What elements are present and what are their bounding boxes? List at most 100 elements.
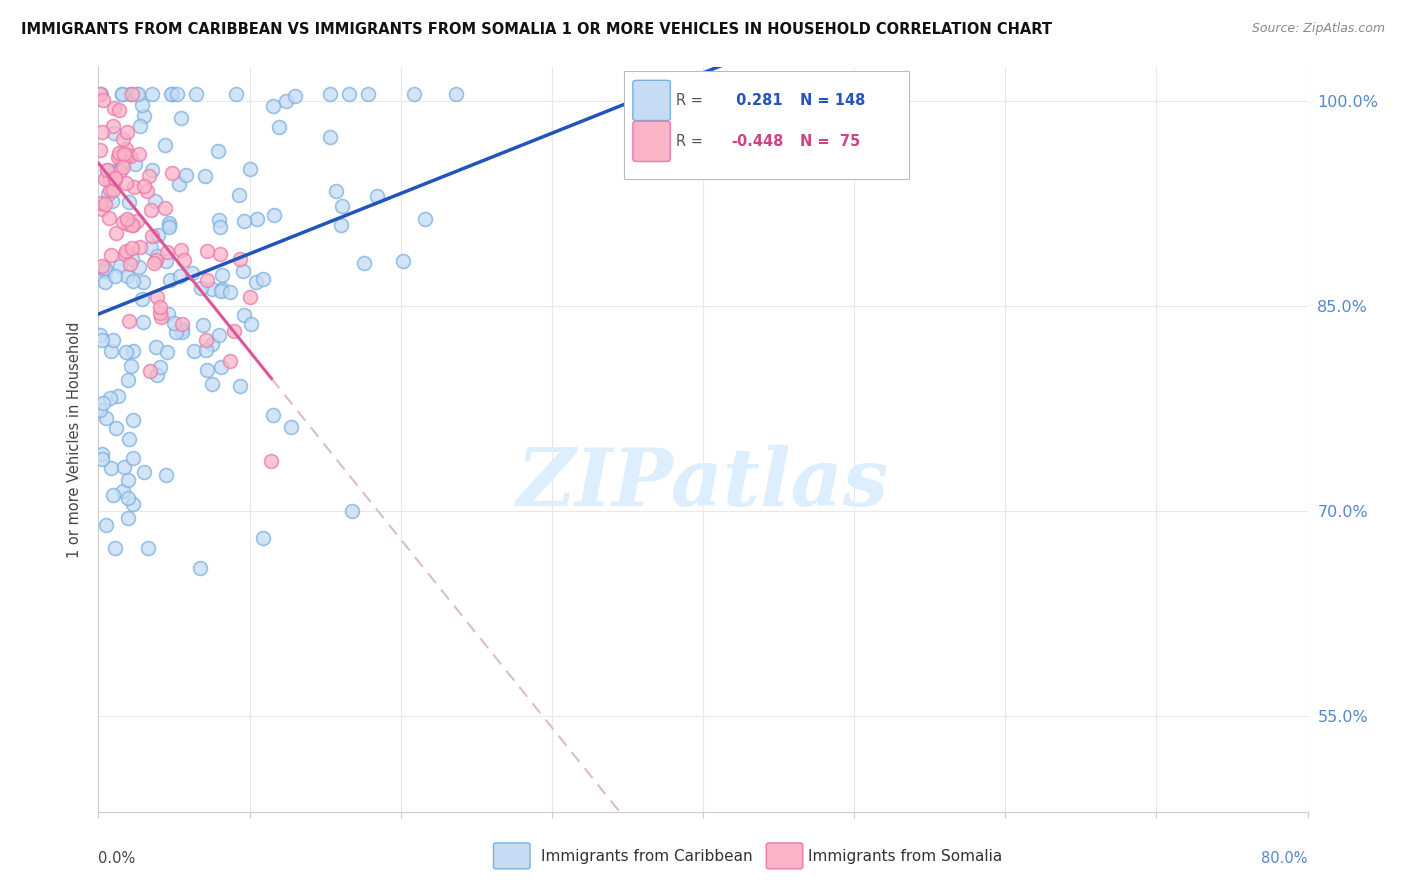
Point <box>115 148 138 162</box>
Point <box>246 212 269 227</box>
Point <box>391 254 413 268</box>
Point <box>413 211 436 226</box>
Point <box>156 344 179 359</box>
Point <box>117 373 139 387</box>
Point <box>124 157 146 171</box>
Point <box>112 460 135 475</box>
Point <box>132 109 155 123</box>
Point <box>128 147 150 161</box>
Point <box>183 343 205 358</box>
Text: Immigrants from Somalia: Immigrants from Somalia <box>808 849 1002 863</box>
Point <box>153 201 176 215</box>
Point <box>129 119 152 133</box>
Point <box>101 183 124 197</box>
Point <box>98 391 121 405</box>
Point <box>207 144 229 158</box>
Point <box>157 216 180 230</box>
Point <box>90 259 112 273</box>
Point <box>160 87 183 102</box>
Point <box>132 275 155 289</box>
Point <box>194 333 217 347</box>
Point <box>165 325 187 339</box>
Point <box>170 318 193 332</box>
Point <box>143 256 166 270</box>
Point <box>141 241 163 255</box>
Point <box>157 219 180 234</box>
Point <box>122 413 145 427</box>
Point <box>138 169 160 184</box>
Point <box>146 368 169 382</box>
Point <box>121 241 143 255</box>
Point <box>121 219 143 233</box>
Point <box>252 272 274 286</box>
Point <box>252 531 274 545</box>
Point <box>115 212 138 227</box>
Point <box>108 103 131 118</box>
Point <box>121 275 143 289</box>
FancyBboxPatch shape <box>624 70 908 178</box>
Point <box>188 561 211 575</box>
Point <box>209 359 232 374</box>
Point <box>219 354 242 368</box>
Point <box>90 87 112 102</box>
Point <box>330 219 353 233</box>
Point <box>118 256 141 270</box>
Text: R =: R = <box>676 93 707 108</box>
Point <box>111 87 134 102</box>
Point <box>145 340 167 354</box>
Point <box>89 143 111 157</box>
Point <box>120 359 142 373</box>
Point <box>160 87 183 102</box>
Point <box>194 169 217 183</box>
Point <box>129 240 152 254</box>
Point <box>117 125 139 139</box>
Point <box>117 510 139 524</box>
Text: R =: R = <box>676 134 707 149</box>
Point <box>101 333 124 347</box>
Point <box>110 160 132 174</box>
Point <box>96 162 118 177</box>
Point <box>101 194 124 208</box>
Point <box>91 451 114 466</box>
Point <box>149 360 172 375</box>
Point <box>156 244 179 259</box>
Text: 80.0%: 80.0% <box>1261 851 1308 865</box>
Point <box>211 268 233 282</box>
Point <box>115 176 138 190</box>
Point <box>118 195 141 210</box>
Point <box>117 218 139 232</box>
Point <box>208 220 231 235</box>
Point <box>96 410 118 425</box>
Point <box>112 132 135 146</box>
Point <box>111 215 134 229</box>
Point <box>94 264 117 278</box>
Point <box>91 396 114 410</box>
Point <box>107 150 129 164</box>
Point <box>125 87 148 102</box>
Point <box>325 184 347 198</box>
Point <box>100 461 122 475</box>
Point <box>118 149 141 163</box>
Point <box>115 268 138 283</box>
Point <box>239 290 262 304</box>
Point <box>169 269 191 284</box>
Point <box>90 125 112 139</box>
Point <box>233 308 256 322</box>
Point <box>337 87 360 102</box>
Point <box>208 246 231 260</box>
Point <box>225 87 247 102</box>
Point <box>108 146 131 161</box>
Point <box>190 281 212 295</box>
Point <box>197 272 219 286</box>
Point <box>101 120 124 134</box>
Point <box>112 484 135 499</box>
Point <box>108 259 131 273</box>
Point <box>267 120 290 134</box>
Point <box>319 87 342 102</box>
Point <box>208 213 231 227</box>
Point <box>172 325 194 339</box>
Point <box>149 306 172 320</box>
Point <box>167 177 190 191</box>
Point <box>141 162 163 177</box>
Point <box>366 188 388 202</box>
